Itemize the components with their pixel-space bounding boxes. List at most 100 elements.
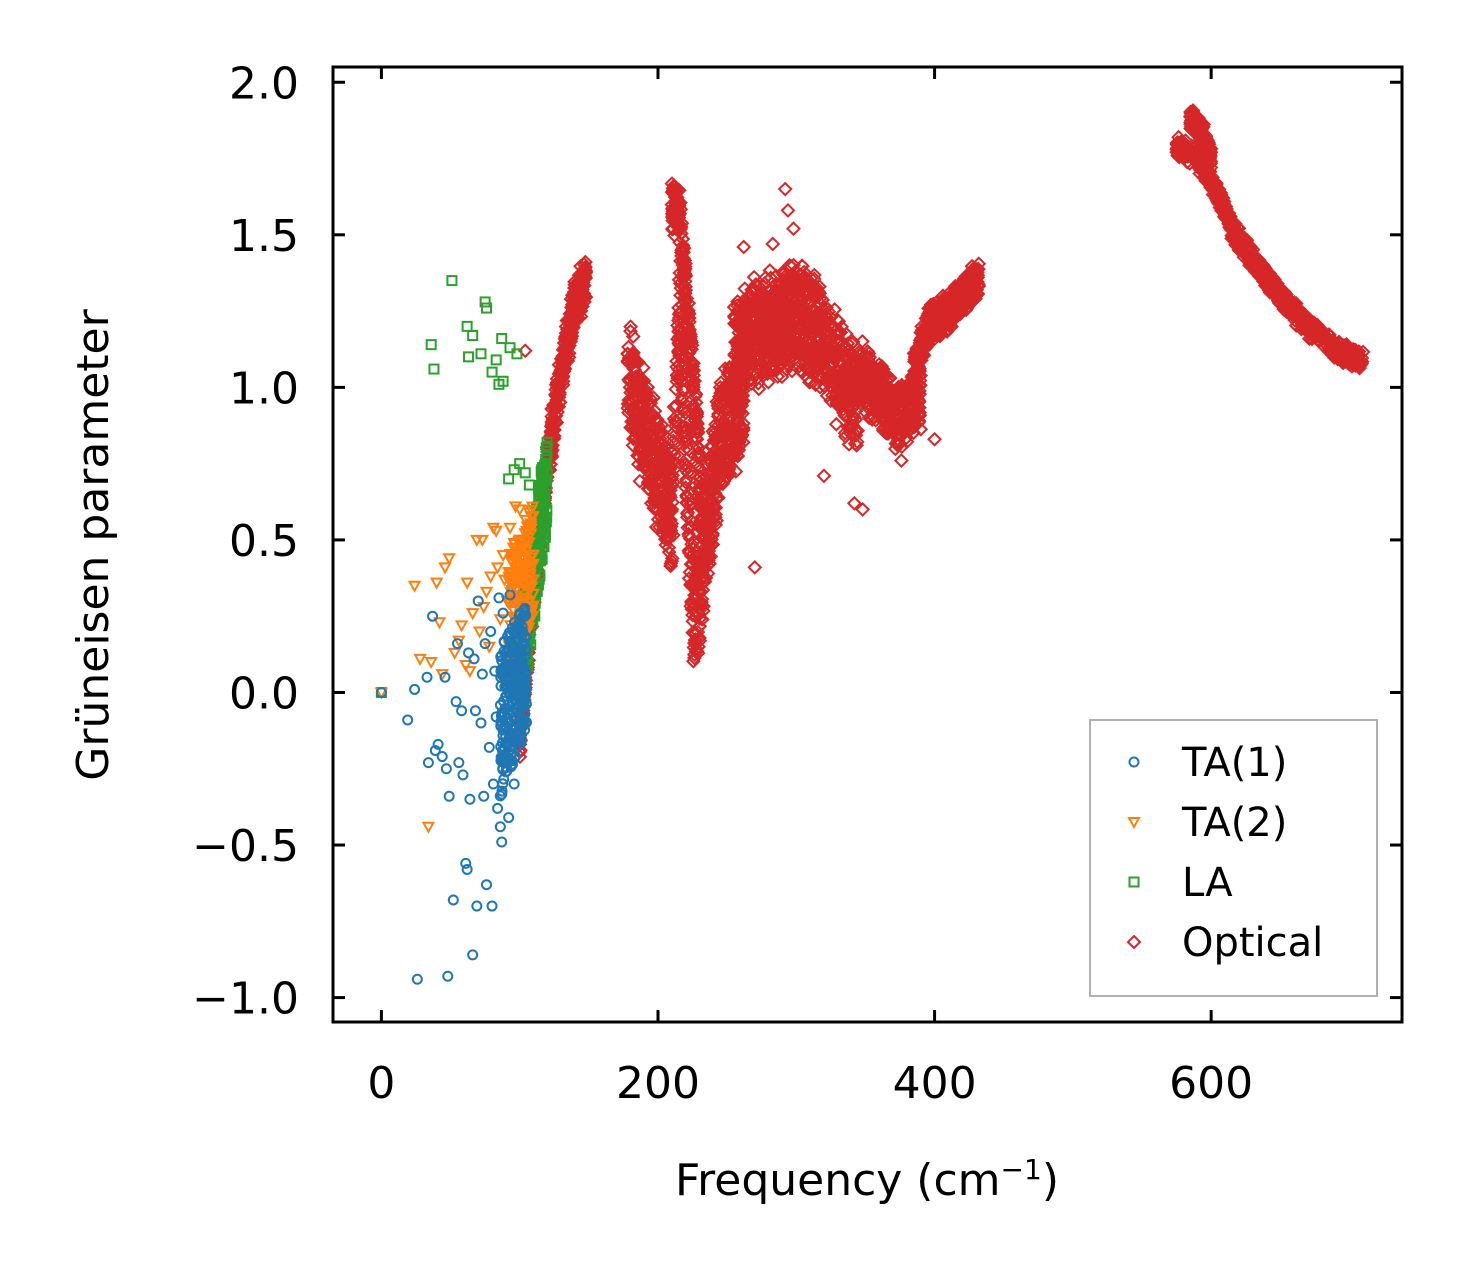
point-ta-1- bbox=[507, 671, 519, 683]
point-optical bbox=[731, 372, 747, 387]
point-optical bbox=[901, 405, 916, 420]
point-la bbox=[479, 296, 491, 308]
point-optical bbox=[1209, 193, 1225, 209]
point-optical bbox=[726, 308, 742, 324]
point-ta-1- bbox=[481, 879, 493, 891]
point-ta-1- bbox=[461, 863, 473, 875]
point-optical bbox=[950, 298, 966, 314]
point-optical bbox=[709, 465, 725, 481]
point-la bbox=[536, 542, 548, 554]
point-la bbox=[533, 494, 545, 506]
point-optical bbox=[635, 407, 650, 423]
point-optical bbox=[748, 305, 764, 321]
point-ta-2- bbox=[526, 560, 540, 573]
point-ta-1- bbox=[515, 689, 527, 701]
point-ta-1- bbox=[489, 665, 501, 677]
point-ta-2- bbox=[493, 614, 508, 627]
point-optical bbox=[672, 206, 688, 222]
point-optical bbox=[754, 326, 770, 342]
point-optical bbox=[692, 633, 708, 649]
point-optical bbox=[576, 256, 592, 272]
point-optical bbox=[682, 545, 697, 561]
point-optical bbox=[754, 298, 770, 313]
point-optical bbox=[690, 457, 706, 473]
point-ta-1- bbox=[513, 609, 525, 621]
point-optical bbox=[774, 349, 790, 365]
point-optical bbox=[888, 390, 904, 406]
legend-marker-la bbox=[1128, 876, 1140, 888]
point-optical bbox=[931, 317, 947, 332]
point-ta-2- bbox=[525, 581, 539, 594]
point-ta-2- bbox=[523, 507, 537, 520]
point-optical bbox=[1258, 270, 1274, 286]
point-ta-2- bbox=[514, 544, 528, 557]
point-optical bbox=[754, 344, 770, 360]
point-ta-2- bbox=[515, 577, 530, 590]
point-optical bbox=[864, 412, 880, 428]
point-optical bbox=[1253, 266, 1269, 282]
point-la bbox=[511, 348, 523, 360]
point-ta-1- bbox=[463, 647, 475, 659]
point-optical bbox=[851, 365, 867, 381]
point-ta-2- bbox=[477, 602, 491, 615]
point-ta-2- bbox=[507, 537, 521, 551]
point-optical bbox=[1221, 216, 1237, 232]
x-axis-label: Frequency (cm−1) bbox=[675, 1153, 1059, 1207]
point-ta-1- bbox=[518, 662, 530, 674]
point-optical bbox=[910, 347, 926, 363]
point-optical bbox=[852, 391, 868, 406]
point-ta-1- bbox=[453, 757, 465, 769]
point-optical bbox=[677, 395, 692, 411]
point-optical bbox=[919, 332, 934, 348]
point-optical bbox=[731, 385, 746, 401]
point-optical bbox=[1208, 183, 1224, 199]
point-ta-1- bbox=[468, 653, 480, 665]
x-tick-label: 600 bbox=[1169, 1058, 1253, 1109]
point-optical bbox=[636, 397, 652, 413]
point-ta-1- bbox=[515, 625, 527, 637]
point-optical bbox=[739, 298, 755, 314]
point-optical bbox=[713, 415, 729, 431]
point-optical bbox=[678, 279, 694, 295]
point-ta-2- bbox=[522, 580, 537, 593]
point-optical bbox=[690, 416, 705, 432]
y-tick-label: 0.0 bbox=[229, 668, 299, 719]
point-ta-1- bbox=[505, 732, 517, 744]
point-optical bbox=[852, 348, 868, 364]
point-ta-1- bbox=[475, 717, 487, 729]
point-optical bbox=[828, 416, 844, 432]
point-ta-2- bbox=[490, 562, 505, 575]
point-optical bbox=[835, 370, 851, 386]
point-optical bbox=[691, 475, 707, 491]
point-optical bbox=[784, 303, 800, 319]
point-optical bbox=[678, 480, 694, 496]
point-ta-2- bbox=[447, 647, 462, 660]
point-optical bbox=[710, 491, 726, 506]
point-optical bbox=[694, 513, 710, 529]
point-ta-2- bbox=[463, 666, 477, 679]
point-optical bbox=[665, 182, 681, 198]
point-ta-1- bbox=[490, 711, 502, 723]
point-ta-1- bbox=[440, 763, 452, 775]
point-optical bbox=[751, 381, 767, 397]
point-la bbox=[503, 473, 515, 485]
point-optical bbox=[1277, 299, 1293, 315]
point-optical bbox=[1296, 320, 1312, 336]
point-optical bbox=[646, 500, 662, 516]
ticks-layer: 0 200 400 600−1.0−0.50.00.51.01.52.0 bbox=[192, 58, 1402, 1109]
point-optical bbox=[557, 340, 573, 356]
point-ta-1- bbox=[504, 589, 516, 601]
point-optical bbox=[1173, 134, 1189, 150]
point-ta-1- bbox=[500, 766, 512, 778]
point-optical bbox=[777, 181, 793, 197]
point-ta-2- bbox=[421, 821, 436, 834]
point-optical bbox=[937, 300, 953, 316]
point-ta-2- bbox=[442, 553, 456, 566]
point-optical bbox=[806, 316, 822, 332]
point-optical bbox=[675, 238, 691, 253]
point-ta-2- bbox=[489, 525, 503, 538]
point-optical bbox=[626, 361, 642, 377]
point-optical bbox=[664, 550, 680, 566]
